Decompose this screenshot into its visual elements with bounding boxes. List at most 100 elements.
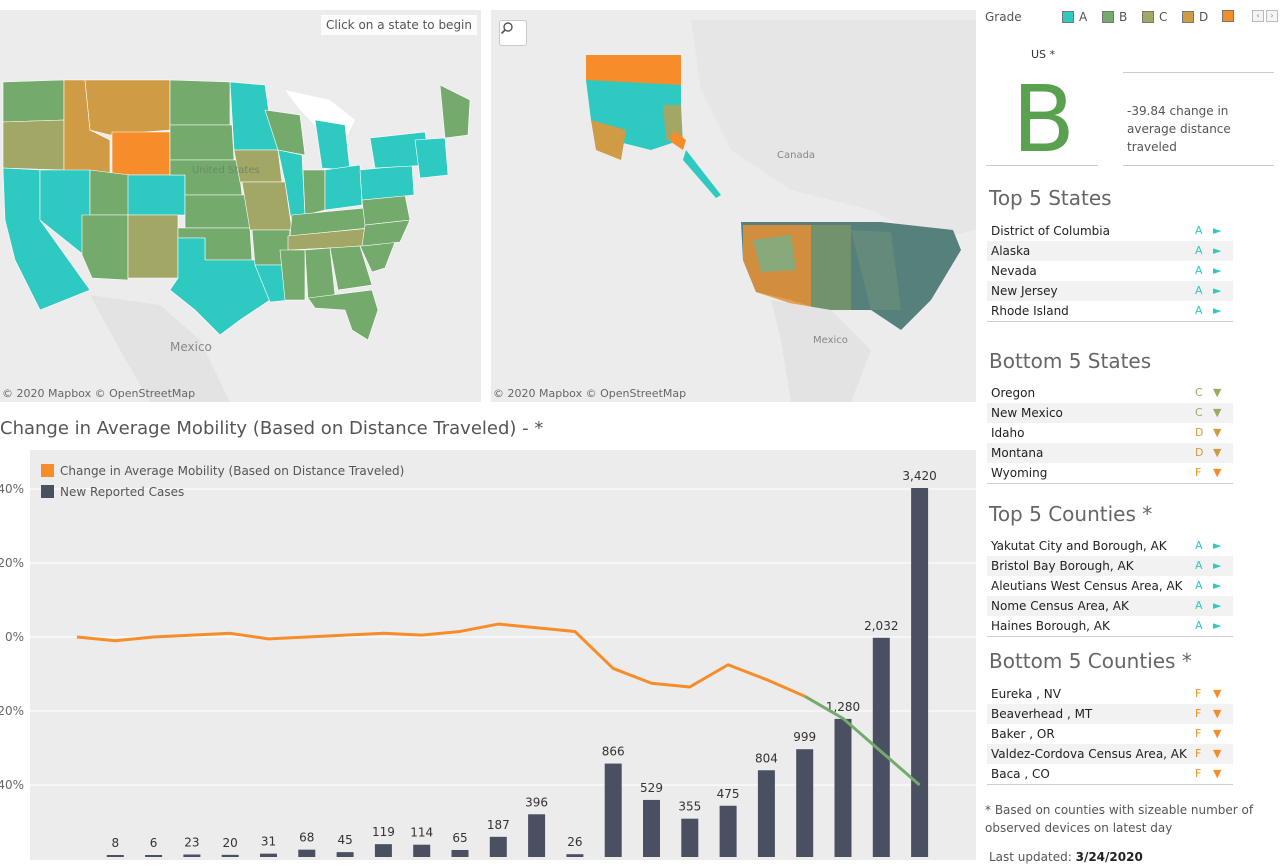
top-states-list: District of Columbia A ► Alaska A ► Nevada A ► Ne… [987,221,1233,322]
legend-prev-button[interactable]: ‹ [1252,10,1264,22]
rank-name: Idaho [991,426,1025,440]
legend-swatch-cases [41,485,54,498]
bar-data-label: 866 [602,745,625,759]
plot-area [30,450,976,860]
state-texas[interactable] [169,237,271,336]
map-attribution-2[interactable]: © 2020 Mapbox © OpenStreetMap [493,387,687,400]
legend-grade-f[interactable] [1222,10,1234,22]
rank-row[interactable]: Alaska A ► [987,241,1233,261]
state-alabama[interactable] [304,247,336,301]
bar-new-cases [145,855,163,857]
bar-data-label: 20 [223,836,238,850]
map-attribution[interactable]: © 2020 Mapbox © OpenStreetMap [2,387,196,400]
state-pennsylvania[interactable] [359,164,415,201]
state-south-dakota[interactable] [169,124,235,161]
bar-new-cases [374,844,392,857]
state-colorado[interactable] [127,174,186,216]
rank-row[interactable]: New Jersey A ► [987,281,1233,301]
rank-row[interactable]: New Mexico C ▼ [987,403,1233,423]
arrow-right-icon: ► [1213,284,1222,297]
rank-row[interactable]: Rhode Island A ► [987,301,1233,321]
rank-name: New Mexico [991,406,1063,420]
rank-row[interactable]: Montana D ▼ [987,443,1233,463]
alaska-southwest[interactable] [591,120,626,160]
state-florida[interactable] [307,289,379,341]
rank-row[interactable]: Wyoming F ▼ [987,463,1233,483]
legend-swatch-a [1062,11,1074,23]
state-arizona[interactable] [81,214,129,281]
bar-data-label: 26 [567,835,582,849]
rank-grade: D [1195,446,1204,459]
bottom-states-title: Bottom 5 States [989,349,1152,373]
state-map[interactable]: United States Mexico Click on a state to… [0,10,481,402]
rank-name: Baker , OR [991,727,1055,741]
grade-legend-title: Grade [985,10,1022,24]
rank-row[interactable]: Nevada A ► [987,261,1233,281]
us-label: US * [1031,48,1056,61]
rank-row[interactable]: Idaho D ▼ [987,423,1233,443]
state-missouri[interactable] [241,181,293,231]
rank-name: Baca , CO [991,767,1050,781]
y-tick-label: -20% [0,704,24,718]
rank-row[interactable]: District of Columbia A ► [987,221,1233,241]
rank-row[interactable]: Nome Census Area, AK A ► [987,596,1233,616]
bar-new-cases [911,488,929,857]
rank-row[interactable]: Eureka , NV F ▼ [987,684,1233,704]
state-wyoming[interactable] [111,131,171,176]
map-search-button[interactable] [499,20,527,46]
last-updated: Last updated: 3/24/2020 [989,850,1143,864]
state-indiana[interactable] [302,169,326,216]
arrow-down-icon: ▼ [1213,406,1222,419]
bar-data-label: 396 [525,795,548,809]
map-label-canada: Canada [777,150,816,161]
map-label-us: United States [192,165,260,176]
rank-row[interactable]: Yakutat City and Borough, AK A ► [987,536,1233,556]
rank-grade: A [1195,539,1203,552]
rank-name: Oregon [991,386,1036,400]
rank-grade: D [1195,426,1204,439]
legend-grade-c[interactable]: C [1142,10,1167,24]
map-label-mexico: Mexico [170,340,212,354]
state-kansas[interactable] [184,194,251,229]
legend-swatch-b [1102,11,1114,23]
state-north-dakota[interactable] [169,79,231,126]
state-wisconsin[interactable] [264,109,306,156]
rank-grade: A [1195,264,1203,277]
divider [987,483,1233,484]
rank-row[interactable]: Baker , OR F ▼ [987,724,1233,744]
rank-row[interactable]: Bristol Bay Borough, AK A ► [987,556,1233,576]
bar-new-cases [221,854,239,857]
state-mississippi[interactable] [279,249,306,301]
legend-grade-b[interactable]: B [1102,10,1127,24]
rank-row[interactable]: Valdez-Cordova Census Area, AK F ▼ [987,744,1233,764]
state-oregon[interactable] [2,119,65,171]
state-montana[interactable] [84,79,171,136]
state-utah[interactable] [89,169,131,216]
rank-row[interactable]: Aleutians West Census Area, AK A ► [987,576,1233,596]
bar-new-cases [604,763,622,857]
arrow-right-icon: ► [1213,244,1222,257]
state-maine[interactable] [439,84,471,139]
state-ohio[interactable] [324,164,363,211]
arrow-right-icon: ► [1213,599,1222,612]
state-new-mexico[interactable] [127,214,179,279]
rank-row[interactable]: Oregon C ▼ [987,383,1233,403]
alaska-panhandle[interactable] [683,150,721,198]
legend-grade-a[interactable]: A [1062,10,1087,24]
bar-new-cases [719,805,737,857]
state-washington[interactable] [2,79,65,123]
rank-row[interactable]: Baca , CO F ▼ [987,764,1233,784]
alaska-southeast[interactable] [671,130,686,150]
arrow-right-icon: ► [1213,579,1222,592]
rank-row[interactable]: Haines Borough, AK A ► [987,616,1233,636]
county-map-canvas[interactable] [491,10,976,402]
state-map-canvas[interactable] [0,10,481,402]
map-label-mexico-2: Mexico [813,335,848,346]
state-georgia[interactable] [329,245,373,291]
county-map[interactable]: Canada Mexico © 2020 Mapbox © OpenStreet… [491,10,976,402]
legend-grade-d[interactable]: D [1182,10,1208,24]
rank-row[interactable]: Beaverhead , MT F ▼ [987,704,1233,724]
last-updated-label: Last updated: [989,850,1072,864]
state-new-england[interactable] [414,137,449,179]
legend-next-button[interactable]: › [1266,10,1278,22]
